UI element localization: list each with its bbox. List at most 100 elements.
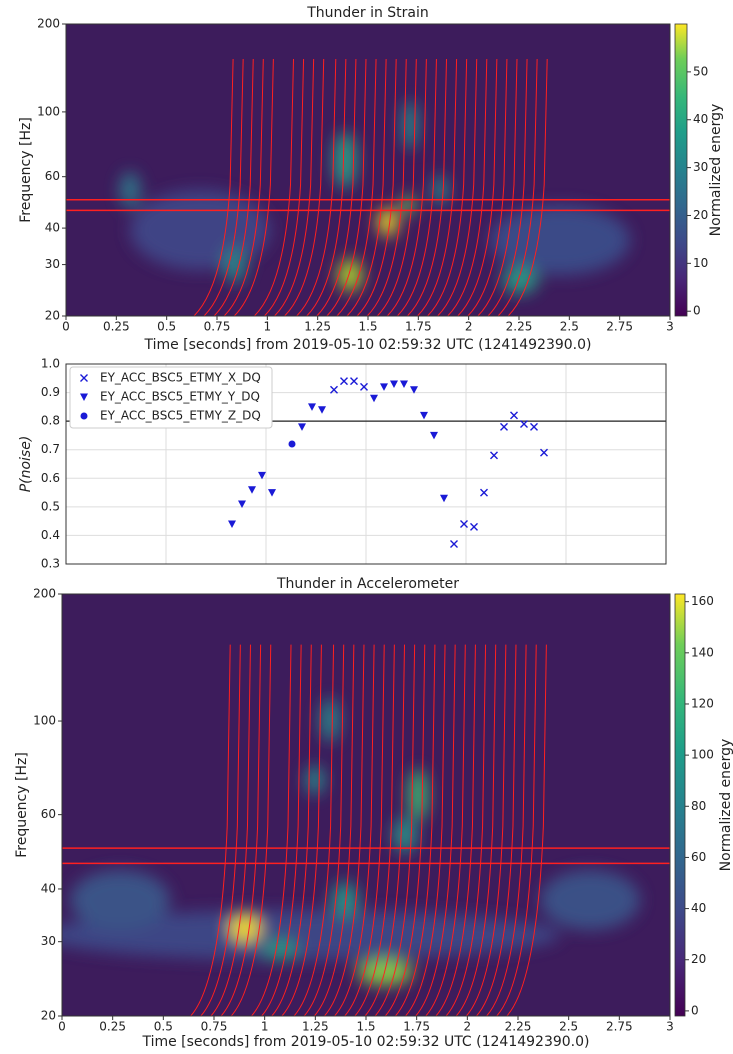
legend-label: EY_ACC_BSC5_ETMY_Y_DQ: [100, 390, 260, 404]
track-curve: [346, 59, 387, 316]
track-curve: [316, 59, 357, 316]
colorbar-tick-label: 20: [691, 952, 706, 966]
track-curve: [263, 59, 305, 316]
x-tick-label: 0.5: [154, 1020, 173, 1034]
x-tick-label: 0.75: [204, 320, 231, 334]
track-curve: [487, 59, 528, 316]
track-curves: [193, 59, 548, 316]
x-tick-label: 0: [62, 320, 70, 334]
y-tick-label: 200: [33, 587, 56, 601]
track-curve: [416, 59, 458, 316]
y-tick-label: 0.4: [41, 528, 60, 542]
marker-x: [520, 420, 528, 428]
chart-title: Thunder in Strain: [306, 5, 429, 21]
colorbar-tick-label: 50: [693, 64, 708, 78]
marker-x: [80, 374, 88, 382]
y-tick-label: 0.9: [41, 385, 60, 399]
x-tick-label: 1.5: [358, 320, 377, 334]
y-tick-label: 200: [37, 17, 60, 31]
marker-triangle: [420, 411, 428, 420]
y-tick-label: 0.3: [41, 557, 60, 571]
marker-triangle: [410, 386, 418, 394]
track-curve: [426, 59, 468, 316]
marker-triangle: [370, 394, 378, 403]
colorbar: [674, 23, 688, 317]
x-tick-label: 1.5: [356, 1020, 375, 1034]
colorbar: [674, 593, 686, 1017]
marker-x: [480, 488, 488, 497]
y-axis-label: Frequency [Hz]: [18, 117, 34, 223]
colorbar-tick-label: 100: [691, 748, 714, 762]
x-tick-label: 2: [464, 1020, 472, 1034]
x-tick-label: 2.75: [606, 320, 633, 334]
track-curve: [223, 59, 264, 316]
legend-label: EY_ACC_BSC5_ETMY_Z_DQ: [100, 409, 261, 423]
track-curve: [406, 59, 448, 316]
colorbar-tick-label: 160: [691, 594, 714, 608]
x-tick-label: 3: [666, 320, 674, 334]
x-tick-label: 0.25: [103, 320, 130, 334]
y-tick-label: 60: [41, 807, 56, 821]
colorbar-tick-label: 40: [693, 112, 708, 126]
marker-triangle: [248, 486, 256, 494]
y-tick-label: 40: [41, 881, 56, 895]
marker-triangle: [258, 471, 266, 480]
marker-triangle: [400, 380, 408, 388]
colorbar-tick-label: 60: [691, 850, 706, 864]
marker-x: [450, 540, 458, 548]
track-curve: [305, 59, 347, 316]
marker-x: [500, 422, 508, 431]
y-tick-label: 100: [33, 714, 56, 728]
x-tick-label: 3: [666, 1020, 674, 1034]
marker-x: [510, 411, 518, 420]
x-tick-label: 2.25: [506, 320, 533, 334]
marker-x: [490, 451, 498, 460]
marker-x: [360, 382, 368, 391]
x-tick-label: 0: [58, 1020, 66, 1034]
track-curve: [446, 59, 488, 316]
legend-box: [69, 366, 273, 429]
y-axis-label: P(noise): [18, 436, 34, 493]
spectrogram-image: [66, 24, 670, 316]
colorbar-tick-label: 80: [691, 799, 706, 813]
marker-triangle: [440, 494, 448, 503]
track-curve: [386, 59, 427, 316]
x-axis-label: Time [seconds] from 2019-05-10 02:59:32 …: [143, 337, 591, 353]
track-curve: [233, 59, 274, 316]
y-tick-label: 60: [45, 169, 60, 183]
y-tick-label: 20: [45, 309, 60, 323]
track-curve: [366, 59, 407, 316]
track-curve: [295, 59, 337, 316]
marker-triangle: [268, 489, 276, 497]
x-tick-label: 1.75: [403, 1020, 430, 1034]
colorbar-tick-label: 30: [693, 160, 708, 174]
legend-label: EY_ACC_BSC5_ETMY_X_DQ: [100, 371, 261, 385]
y-tick-label: 0.8: [41, 414, 60, 428]
marker-triangle: [380, 383, 388, 391]
plot-frame: [65, 363, 667, 565]
marker-triangle: [308, 403, 316, 411]
colorbar-tick-label: 140: [691, 645, 714, 659]
x-axis-label: Time [seconds] from 2019-05-10 02:59:32 …: [141, 1034, 589, 1050]
colorbar-tick-label: 40: [691, 901, 706, 915]
track-curve: [203, 59, 244, 316]
track-curve: [497, 59, 538, 316]
track-curve: [193, 59, 234, 316]
marker-x: [330, 385, 338, 394]
colorbar-tick-label: 20: [693, 208, 708, 222]
y-tick-label: 30: [45, 257, 60, 271]
x-tick-label: 2.25: [505, 1020, 532, 1034]
marker-triangle: [430, 431, 438, 440]
marker-circle: [288, 440, 296, 448]
colorbar-label: Normalized energy: [708, 104, 724, 237]
track-curve: [396, 59, 437, 316]
spectrogram-image: [62, 594, 670, 1016]
track-curve: [326, 59, 367, 316]
x-tick-label: 1.25: [302, 1020, 329, 1034]
y-tick-label: 0.6: [41, 471, 60, 485]
marker-x: [340, 377, 348, 386]
marker-triangle: [390, 380, 398, 388]
marker-x: [530, 422, 538, 431]
track-curve: [213, 59, 254, 316]
